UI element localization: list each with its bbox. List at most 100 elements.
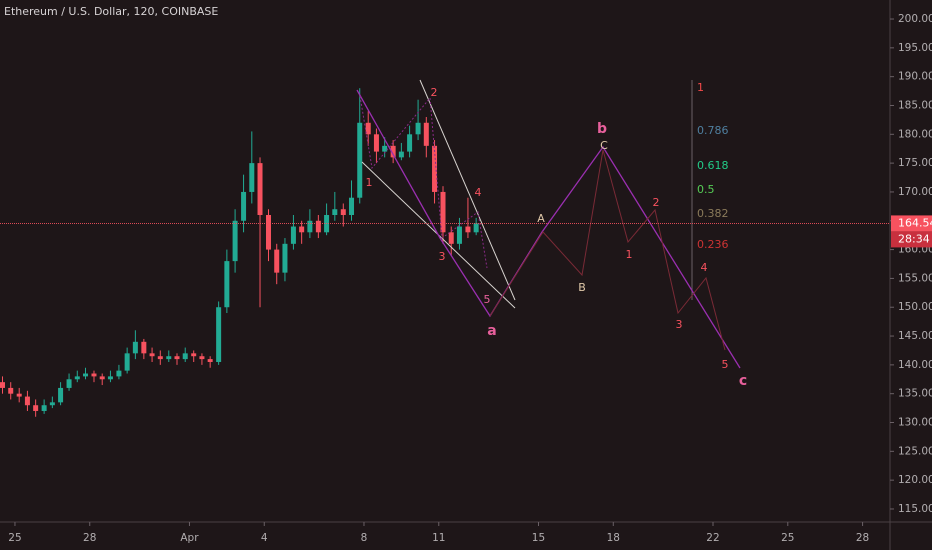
candle-body [0, 382, 5, 388]
candle-body [16, 393, 22, 397]
candle-body [191, 353, 197, 357]
candle-body [116, 370, 122, 377]
y-tick-label: 150.00 [898, 301, 932, 313]
candle-body [49, 402, 55, 406]
candle-body [74, 376, 80, 380]
axes: 115.00 120.00 125.00 130.00 135.00 140.00 145.… [0, 13, 932, 544]
x-tick-label: 25 [8, 532, 21, 544]
y-tick-label: 145.00 [898, 330, 932, 342]
candle-body [174, 356, 180, 360]
candle-body [307, 220, 313, 233]
candle-body [83, 373, 89, 377]
x-tick-label: Apr [180, 532, 199, 544]
wave-label: C [600, 139, 608, 152]
y-tick-label: 125.00 [898, 445, 932, 457]
y-tick-label: 195.00 [898, 42, 932, 54]
candle-body [390, 145, 396, 158]
candle-body [24, 396, 30, 406]
candle-body [265, 215, 271, 250]
candle-body [465, 226, 471, 233]
wave-line [359, 95, 488, 269]
wave-label: B [578, 281, 586, 294]
x-tick-label: 15 [532, 532, 545, 544]
wave-line [489, 149, 726, 351]
candle-body [448, 232, 454, 244]
candle-body [157, 356, 163, 360]
candle-body [249, 163, 255, 192]
fib-label: 0.236 [697, 238, 729, 251]
y-tick-label: 115.00 [898, 503, 932, 515]
candle-body [241, 191, 247, 221]
x-tick-label: 4 [261, 532, 268, 544]
candle-body [290, 226, 296, 244]
countdown-box [891, 231, 932, 248]
fib-label: 0.786 [697, 124, 729, 137]
candle-body [91, 373, 97, 377]
wave-label: 4 [475, 186, 482, 199]
candle-body [432, 145, 438, 192]
candle-body [199, 356, 205, 360]
candle-body [41, 405, 47, 411]
x-tick-label: 8 [361, 532, 368, 544]
candle-body [349, 197, 355, 216]
candle-body [332, 209, 338, 216]
y-tick-label: 200.00 [898, 13, 932, 25]
y-tick-label: 170.00 [898, 186, 932, 198]
candle-body [456, 226, 462, 244]
candle-body [407, 134, 413, 152]
fib-label: 1 [697, 81, 704, 94]
candle-body [315, 220, 321, 233]
wave-label: 1 [626, 248, 633, 261]
y-tick-label: 135.00 [898, 388, 932, 400]
y-tick-label: 180.00 [898, 128, 932, 140]
drawings [356, 79, 741, 369]
y-tick-label: 130.00 [898, 417, 932, 429]
wave-label: 5 [484, 293, 491, 306]
wave-label: 3 [676, 318, 683, 331]
candle-body [216, 307, 222, 362]
candle-body [299, 226, 305, 233]
y-tick-label: 140.00 [898, 359, 932, 371]
candle-body [415, 122, 421, 135]
last-price-box [891, 215, 932, 232]
y-tick-label: 120.00 [898, 474, 932, 486]
x-tick-label: 22 [706, 532, 719, 544]
candles [0, 88, 479, 417]
candle-body [141, 341, 147, 354]
candle-body [149, 353, 155, 357]
candle-body [357, 122, 363, 198]
candle-body [207, 359, 213, 362]
wave-label: b [597, 121, 607, 137]
x-tick-label: 18 [607, 532, 620, 544]
candle-body [473, 223, 479, 233]
candle-body [423, 122, 429, 146]
candle-body [8, 387, 14, 394]
candle-body [66, 379, 72, 388]
candle-body [107, 376, 113, 380]
x-tick-label: 28 [83, 532, 96, 544]
candle-body [166, 356, 172, 360]
candle-body [124, 353, 130, 371]
candle-body [257, 163, 263, 216]
wave-label: 2 [431, 86, 438, 99]
candle-body [373, 134, 379, 152]
candle-body [274, 249, 280, 273]
candle-body [440, 191, 446, 233]
x-tick-label: 25 [781, 532, 794, 544]
candle-body [224, 261, 230, 308]
y-tick-label: 190.00 [898, 71, 932, 83]
annotations: 1 2 3 4 5 a A B C b 1 2 3 4 5 c 1 0.786 … [366, 81, 748, 389]
candle-body [33, 405, 39, 411]
x-tick-label: 11 [432, 532, 445, 544]
wave-label: 5 [722, 358, 729, 371]
fib-label: 0.618 [697, 159, 729, 172]
wedge-line [419, 79, 516, 301]
x-tick-label: 28 [856, 532, 869, 544]
wave-label: 4 [701, 261, 708, 274]
candle-body [58, 387, 64, 403]
wave-label: 1 [366, 176, 373, 189]
candle-body [282, 243, 288, 273]
last-price-label: 164.54 [898, 216, 932, 229]
